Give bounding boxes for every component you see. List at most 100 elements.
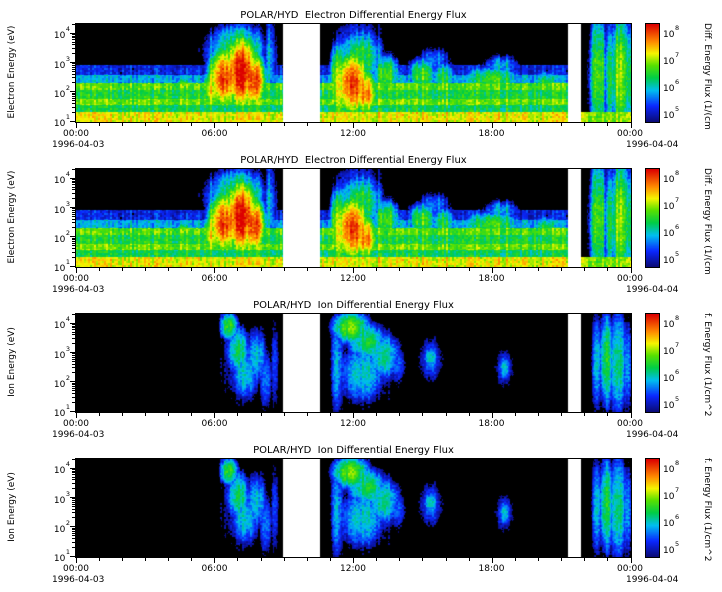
- y-minor-tick: [72, 517, 75, 519]
- y-minor-tick: [72, 100, 75, 102]
- x-tick-label: 00:00: [617, 564, 643, 574]
- y-minor-tick: [72, 237, 75, 239]
- y-major-tick: [70, 207, 75, 208]
- x-major-tick: [353, 123, 354, 128]
- colorbar-tick-label-base: 10: [663, 255, 675, 266]
- y-minor-tick: [72, 242, 75, 244]
- y-minor-tick: [72, 82, 75, 84]
- colorbar-axis-label: f. Energy Flux (1/cm^2: [702, 313, 712, 417]
- y-minor-tick: [72, 102, 75, 104]
- x-minor-tick: [144, 413, 146, 416]
- colorbar: [645, 313, 660, 413]
- y-tick-label-base: 10: [53, 321, 66, 332]
- date-label-right: 1996-04-04: [626, 430, 679, 440]
- x-minor-tick: [376, 268, 378, 271]
- x-minor-tick: [607, 268, 609, 271]
- x-minor-tick: [514, 413, 516, 416]
- date-label-right: 1996-04-04: [626, 575, 679, 585]
- y-minor-tick: [72, 384, 75, 386]
- y-major-tick: [70, 32, 75, 34]
- y-tick-label-exponent: 3: [65, 199, 70, 208]
- x-minor-tick: [191, 123, 193, 126]
- x-tick-label: 12:00: [340, 274, 366, 284]
- x-tick-label: 12:00: [340, 419, 366, 429]
- y-minor-tick: [72, 470, 75, 472]
- y-minor-tick: [72, 73, 75, 75]
- y-minor-tick: [72, 396, 75, 398]
- x-minor-tick: [561, 268, 563, 271]
- y-major-tick: [70, 497, 75, 498]
- y-minor-tick: [72, 327, 75, 329]
- colorbar-tick-label: 107: [663, 486, 679, 503]
- y-minor-tick: [72, 469, 75, 471]
- x-major-tick: [630, 268, 632, 273]
- x-minor-tick: [329, 123, 331, 126]
- x-minor-tick: [399, 558, 401, 561]
- x-tick-label: 06:00: [201, 274, 228, 284]
- spectrogram-panel-4: POLAR/HYD Ion Differential Energy Flux Io…: [0, 445, 722, 590]
- x-minor-tick: [329, 413, 331, 416]
- y-minor-tick: [72, 392, 75, 394]
- x-minor-tick: [538, 268, 539, 271]
- colorbar-tick-label: 107: [663, 196, 679, 213]
- y-major-tick: [70, 62, 75, 63]
- x-minor-tick: [538, 413, 539, 416]
- y-minor-tick: [72, 501, 75, 503]
- y-tick-label-base: 10: [53, 205, 66, 216]
- colorbar-tick-label-base: 10: [663, 492, 675, 503]
- y-tick-label-exponent: 2: [65, 373, 70, 382]
- y-axis-label: Electron Energy (eV): [7, 25, 17, 119]
- y-tick-label: 102: [34, 229, 70, 246]
- x-minor-tick: [121, 413, 123, 416]
- x-minor-tick: [260, 413, 262, 416]
- x-tick-label: 18:00: [478, 274, 505, 284]
- y-tick-label-base: 10: [53, 234, 66, 245]
- x-tick-label: 06:00: [201, 419, 228, 429]
- y-tick-label-exponent: 4: [65, 460, 70, 469]
- y-minor-tick: [72, 356, 75, 358]
- x-minor-tick: [514, 268, 516, 271]
- x-major-tick: [214, 123, 216, 128]
- y-minor-tick: [72, 37, 75, 39]
- y-tick-label-base: 10: [53, 495, 66, 506]
- y-tick-label-base: 10: [53, 524, 66, 535]
- colorbar-tick-label: 106: [663, 78, 679, 95]
- x-minor-tick: [283, 268, 285, 271]
- x-minor-tick: [283, 123, 285, 126]
- y-minor-tick: [72, 354, 75, 356]
- x-major-tick: [353, 268, 354, 273]
- y-minor-tick: [72, 325, 75, 327]
- colorbar-tick-label: 107: [663, 341, 679, 358]
- y-minor-tick: [72, 387, 75, 389]
- y-minor-tick: [72, 213, 75, 215]
- y-minor-tick: [72, 222, 75, 224]
- y-minor-tick: [72, 70, 75, 72]
- y-tick-label: 103: [34, 199, 70, 217]
- colorbar-tick-label-base: 10: [663, 202, 675, 213]
- y-axis-label: Electron Energy (eV): [7, 170, 17, 264]
- y-minor-tick: [72, 527, 75, 529]
- y-minor-tick: [72, 503, 75, 505]
- x-minor-tick: [237, 123, 239, 126]
- y-minor-tick: [72, 385, 75, 387]
- colorbar: [645, 23, 660, 123]
- y-tick-label: 103: [34, 490, 70, 507]
- y-minor-tick: [72, 331, 75, 333]
- y-minor-tick: [72, 530, 75, 532]
- y-major-tick: [70, 236, 75, 238]
- y-minor-tick: [72, 367, 75, 369]
- colorbar-tick-label-base: 10: [663, 465, 675, 476]
- x-minor-tick: [607, 123, 609, 126]
- y-minor-tick: [72, 239, 75, 241]
- x-minor-tick: [538, 123, 539, 126]
- x-tick-label: 00:00: [617, 129, 643, 139]
- x-minor-tick: [260, 123, 262, 126]
- y-tick-label: 101: [34, 258, 70, 275]
- x-minor-tick: [191, 268, 193, 271]
- y-minor-tick: [72, 215, 75, 217]
- colorbar-tick-label-exponent: 5: [674, 249, 680, 258]
- x-tick-label: 18:00: [478, 129, 505, 139]
- x-major-tick: [353, 413, 354, 418]
- x-minor-tick: [144, 268, 146, 271]
- x-minor-tick: [306, 123, 308, 126]
